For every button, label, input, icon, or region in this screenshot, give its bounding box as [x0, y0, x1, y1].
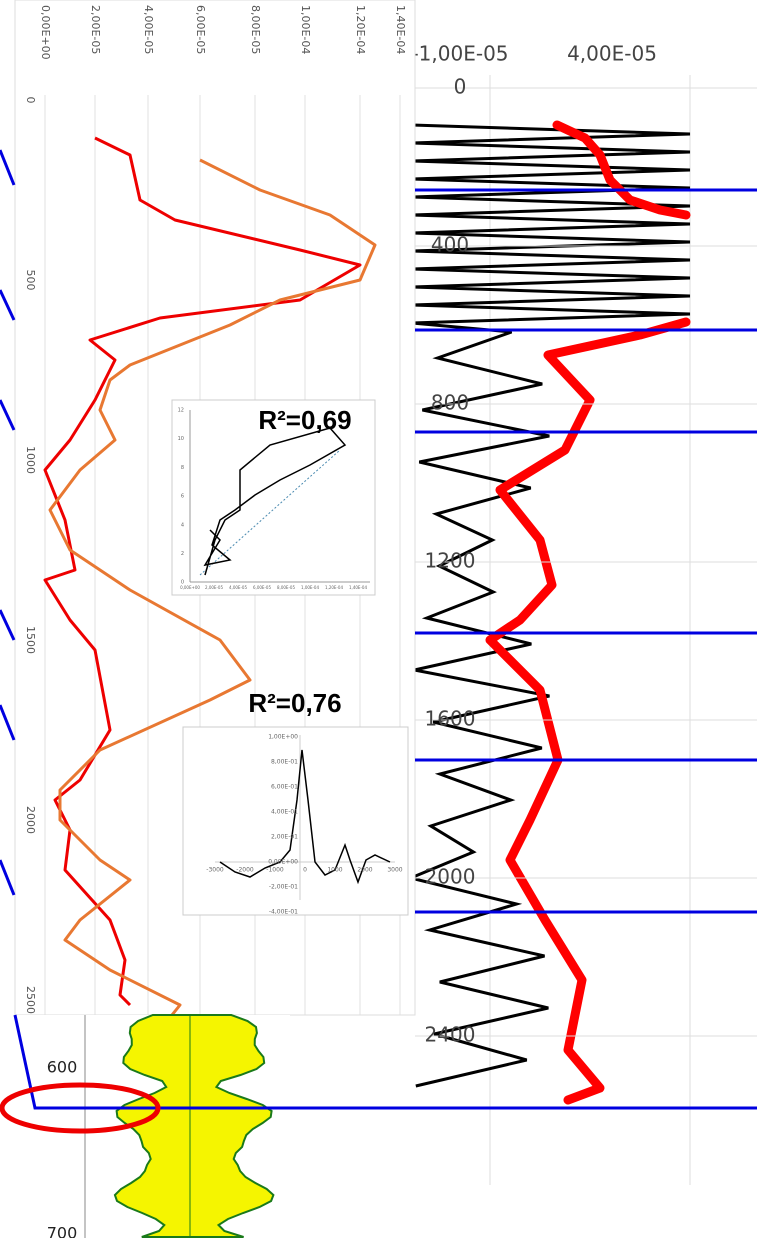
y-tick-label: 4,00E-01 — [271, 809, 298, 816]
y-tick-label: 12 — [178, 408, 184, 414]
depth-label: 2500 — [24, 986, 37, 1014]
scatter-curve — [203, 427, 347, 576]
x-tick-label: 4,00E-05 — [567, 42, 657, 66]
y-tick-label: 6,00E-01 — [271, 784, 298, 791]
blue-line — [0, 399, 16, 431]
inset-1 — [171, 399, 376, 596]
orange-curve — [48, 158, 377, 1031]
x-tick-label: 1000 — [327, 867, 342, 874]
x-tick-label: -3000 — [206, 867, 224, 874]
depth-label: 700 — [47, 1224, 78, 1238]
y-tick-label: 2000 — [425, 865, 476, 889]
depth-label: 0 — [24, 97, 37, 104]
x-tick-label: 3000 — [387, 867, 402, 874]
trend-line — [199, 449, 341, 576]
red-curve — [43, 136, 362, 1007]
y-tick-label: 8,00E-01 — [271, 759, 298, 766]
blue-line — [0, 704, 16, 741]
y-tick-label: 0 — [181, 580, 184, 586]
y-tick-label: -2,00E-01 — [269, 884, 298, 891]
y-tick-label: 10 — [178, 436, 184, 442]
x-tick-label: -1000 — [266, 867, 284, 874]
y-tick-label: 1200 — [425, 549, 476, 573]
x-tick-label: 1,20E-04 — [325, 585, 343, 590]
x-tick-label: 0,00E+00 — [180, 585, 200, 590]
inset-frame — [182, 726, 409, 916]
y-tick-label: 2400 — [425, 1023, 476, 1047]
depth-label: 1000 — [24, 446, 37, 474]
x-tick-label: -1,00E-05 — [411, 42, 508, 66]
y-tick-label: 400 — [431, 233, 469, 257]
inset-2 — [182, 726, 409, 916]
right-chart: -1,00E-05 4,00E-05 0 400 800 1200 1600 2000 2400 — [405, 42, 757, 1185]
x-tick-label: -2000 — [236, 867, 254, 874]
blue-line — [0, 609, 16, 641]
value-label: 6,00E-05 — [194, 5, 207, 54]
r2-label: R²=0,76 — [248, 688, 341, 718]
blue-line — [0, 149, 16, 186]
depth-label: 2000 — [24, 806, 37, 834]
x-tick-label: 0 — [303, 867, 307, 874]
blue-line — [0, 859, 16, 896]
value-label: 8,00E-05 — [249, 5, 262, 54]
highlight-ellipse — [0, 1082, 161, 1134]
x-tick-label: 1,40E-04 — [349, 585, 367, 590]
value-label: 1,40E-04 — [394, 5, 407, 54]
y-tick-label: 2,00E-01 — [271, 834, 298, 841]
y-tick-label: 4 — [181, 522, 184, 528]
log-panel — [0, 1014, 290, 1238]
y-tick-label: 1,00E+00 — [268, 734, 298, 741]
value-label: 2,00E-05 — [89, 5, 102, 54]
y-tick-label: 0,00E+00 — [268, 859, 298, 866]
red-curve — [485, 317, 691, 1105]
x-tick-label: 8,00E-05 — [277, 585, 295, 590]
y-tick-label: -4,00E-01 — [269, 909, 298, 916]
blue-lines — [0, 149, 757, 1110]
correlation-curve — [219, 749, 391, 885]
x-tick-label: 2,00E-05 — [205, 585, 223, 590]
depth-label: 600 — [47, 1058, 78, 1077]
value-label: 1,00E-04 — [299, 5, 312, 54]
value-label: 0,00E+00 — [39, 5, 52, 60]
value-label: 4,00E-05 — [142, 5, 155, 54]
y-tick-label: 6 — [181, 494, 184, 500]
value-label: 1,20E-04 — [354, 5, 367, 54]
x-tick-label: 6,00E-05 — [253, 585, 271, 590]
y-tick-label: 2 — [181, 551, 184, 557]
x-tick-label: 4,00E-05 — [229, 585, 247, 590]
y-tick-label: 1600 — [425, 707, 476, 731]
x-tick-label: 2000 — [357, 867, 372, 874]
r2-label: R²=0,69 — [258, 405, 351, 435]
red-curve — [552, 120, 691, 220]
x-tick-label: 1,00E-04 — [301, 585, 319, 590]
depth-label: 500 — [24, 270, 37, 291]
y-tick-label: 8 — [181, 465, 184, 471]
black-curve — [405, 123, 691, 1088]
blue-line — [13, 1014, 757, 1110]
y-tick-label: 800 — [431, 391, 469, 415]
depth-label: 1500 — [24, 626, 37, 654]
log-fill — [113, 1014, 275, 1238]
blue-line — [0, 289, 16, 321]
y-tick-label: 0 — [454, 75, 467, 99]
